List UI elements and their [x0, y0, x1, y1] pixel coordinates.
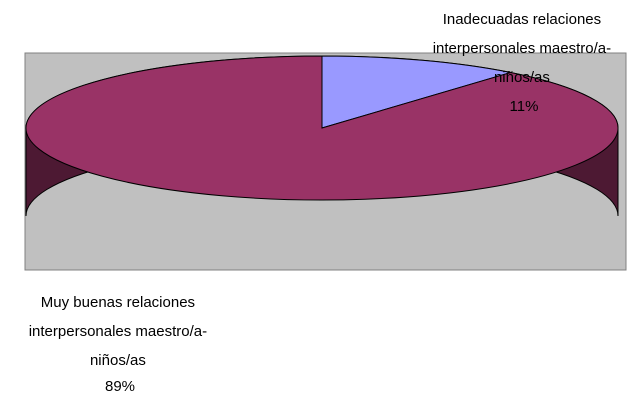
- pie-slice-muy-buenas: [25, 55, 619, 201]
- pie-slice-inadecuadas: [321, 55, 511, 129]
- pie-top-group: [25, 55, 619, 201]
- slice-label-inadecuadas: Inadecuadas relaciones interpersonales m…: [433, 11, 616, 115]
- slice-label-muy-buenas: Muy buenas relaciones interpersonales ma…: [29, 294, 212, 395]
